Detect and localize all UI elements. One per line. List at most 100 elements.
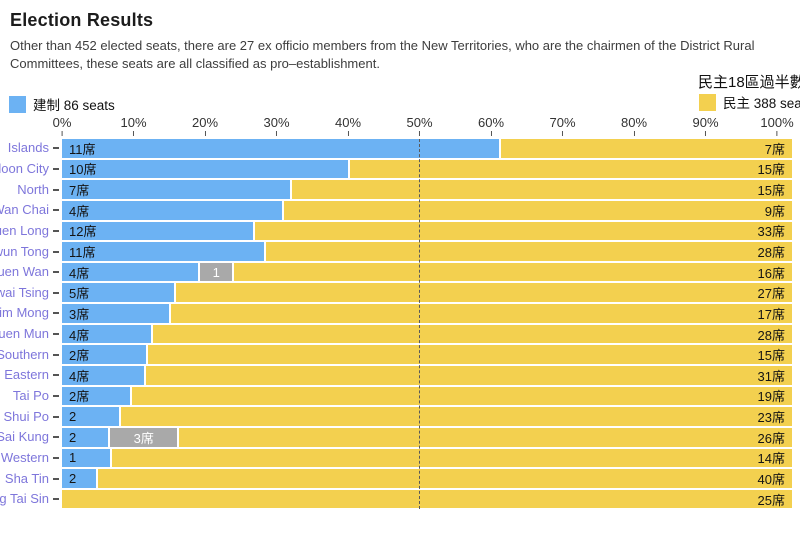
bar-segment-establishment[interactable]: 3席: [62, 304, 170, 323]
seat-count-label: 23席: [757, 410, 785, 426]
stacked-bar: 11席 7席: [62, 139, 792, 158]
seat-count-label: 11席: [69, 245, 96, 260]
stacked-bar: 12席 33席: [62, 221, 792, 241]
stacked-bar: 4席 1 16席: [62, 262, 792, 282]
bar-segment-establishment[interactable]: 11席: [62, 242, 264, 261]
district-label: Yuen Long: [0, 222, 49, 238]
bar-segment-establishment[interactable]: 2: [62, 407, 120, 426]
bar-segment-establishment[interactable]: 11席: [62, 139, 499, 158]
legend-swatch-establishment-icon: [9, 95, 26, 113]
bar-segment-establishment[interactable]: 4席: [62, 366, 144, 385]
bar-row: Sham Shui Po 2 23席: [0, 407, 800, 426]
bar-row: Wong Tai Sin 25席: [0, 489, 800, 509]
seat-count-label: 7席: [764, 141, 785, 157]
seat-count-label: 5席: [69, 286, 90, 302]
x-axis-tick: 10%: [120, 115, 147, 136]
bar-row: Sha Tin 2 40席: [0, 469, 800, 488]
y-axis-tick-mark: [49, 167, 62, 170]
x-axis-tick-mark: [490, 131, 492, 136]
x-axis-tick: 90%: [692, 115, 719, 136]
bar-segment-establishment[interactable]: 4席: [62, 262, 199, 282]
seat-count-label: 31席: [757, 368, 785, 384]
bar-segment-other[interactable]: 3席: [108, 427, 178, 447]
bar-segment-establishment[interactable]: 4席: [62, 324, 152, 344]
page-title: Election Results: [10, 10, 154, 30]
bar-segment-establishment[interactable]: 7席: [62, 180, 290, 199]
bar-segment-establishment[interactable]: 4席: [62, 200, 282, 220]
legend-democrat[interactable]: 民主 388 seats: [699, 92, 800, 112]
seat-count-label: 7席: [69, 183, 90, 199]
chart-description: Other than 452 elected seats, there are …: [10, 38, 755, 71]
bar-segment-establishment[interactable]: 2席: [62, 345, 147, 364]
bar-row: Tsuen Wan 4席 1 16席: [0, 262, 800, 282]
bar-segment-establishment[interactable]: 1: [62, 448, 110, 468]
bar-segment-establishment[interactable]: 2: [62, 427, 109, 447]
bar-segment-democrat[interactable]: 25席: [62, 489, 792, 509]
x-axis-tick-mark: [705, 131, 706, 136]
x-axis-tick-label: 50%: [406, 115, 433, 130]
bar-segment-establishment[interactable]: 12席: [62, 221, 253, 241]
bar-segment-democrat[interactable]: 15席: [348, 159, 792, 179]
district-label: Tai Po: [12, 387, 49, 403]
district-label: Islands: [7, 140, 49, 156]
seat-count-label: 28席: [757, 245, 785, 260]
bar-row: Yuen Long 12席 33席: [0, 221, 800, 241]
bar-segment-democrat[interactable]: 7席: [498, 139, 792, 158]
bar-segment-establishment[interactable]: 10席: [62, 159, 348, 179]
x-axis-tick: 80%: [621, 115, 647, 136]
seat-count-label: 1: [69, 450, 77, 466]
district-label: Southern: [0, 346, 49, 362]
bar-segment-democrat[interactable]: 17席: [169, 304, 792, 323]
bar-segment-establishment[interactable]: 5席: [62, 283, 174, 303]
bar-segment-establishment[interactable]: 2席: [62, 386, 131, 406]
seat-count-label: 11席: [69, 141, 96, 157]
seat-count-label: 3席: [69, 306, 90, 322]
bar-segment-democrat[interactable]: 15席: [146, 345, 792, 364]
seat-count-label: 25席: [757, 492, 785, 508]
bar-segment-democrat[interactable]: 28席: [151, 324, 792, 344]
stacked-bar: 25席: [62, 489, 792, 509]
bar-segment-democrat[interactable]: 19席: [130, 386, 792, 406]
x-axis-tick: 100%: [760, 115, 794, 136]
bar-segment-establishment[interactable]: 2: [62, 469, 97, 488]
bar-segment-other[interactable]: 1: [198, 262, 233, 282]
bar-row: Tuen Mun 4席 28席: [0, 324, 800, 344]
bar-segment-democrat[interactable]: 27席: [173, 283, 792, 303]
x-axis-tick-label: 30%: [263, 115, 290, 130]
bar-segment-democrat[interactable]: 14席: [109, 448, 792, 468]
bar-segment-democrat[interactable]: 16席: [232, 262, 792, 282]
stacked-bar: 3席 17席: [62, 304, 792, 323]
x-axis-tick-mark: [204, 131, 206, 136]
x-axis-tick-label: 80%: [620, 115, 648, 130]
bar-segment-democrat[interactable]: 31席: [143, 366, 792, 385]
seat-count-label: 2: [69, 471, 77, 487]
fifty-percent-reference-line: [419, 139, 420, 509]
bar-segment-democrat[interactable]: 26席: [177, 427, 792, 447]
district-label: Kowloon City: [0, 160, 49, 176]
bar-row: Yau Tsim Mong 3席 17席: [0, 304, 800, 323]
bar-segment-democrat[interactable]: 9席: [282, 200, 792, 220]
y-axis-tick-mark: [49, 477, 62, 480]
seat-count-label: 17席: [757, 306, 785, 322]
stacked-bar: 2 23席: [62, 407, 792, 426]
bar-segment-democrat[interactable]: 23席: [119, 407, 792, 426]
seat-count-label: 2席: [69, 348, 90, 364]
bar-row: Southern 2席 15席: [0, 345, 800, 364]
legend-establishment[interactable]: 建制 86 seats: [9, 94, 115, 114]
bar-row: Wan Chai 4席 9席: [0, 200, 800, 220]
bar-segment-democrat[interactable]: 28席: [263, 242, 792, 261]
seat-count-label: 28席: [757, 327, 785, 343]
stacked-bar: 5席 27席: [62, 283, 792, 303]
x-axis-tick-label: 60%: [477, 115, 505, 130]
y-axis-tick-mark: [49, 291, 62, 294]
x-axis-tick-mark: [347, 131, 349, 136]
y-axis-tick-mark: [49, 250, 62, 253]
bar-segment-democrat[interactable]: 40席: [96, 469, 792, 488]
x-axis-tick: 70%: [549, 115, 576, 136]
bar-segment-democrat[interactable]: 33席: [252, 221, 792, 241]
bar-segment-democrat[interactable]: 15席: [289, 180, 792, 199]
stacked-bar: 11席 28席: [62, 242, 792, 261]
district-label: Wong Tai Sin: [0, 491, 49, 507]
seat-count-label: 2: [69, 429, 77, 445]
x-axis-tick-label: 40%: [334, 115, 362, 130]
